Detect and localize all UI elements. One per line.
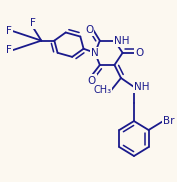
Text: F: F (30, 18, 36, 28)
Text: NH: NH (115, 36, 130, 46)
Text: CH₃: CH₃ (93, 85, 111, 95)
Text: F: F (6, 45, 12, 55)
Text: F: F (6, 26, 12, 36)
Text: O: O (136, 48, 144, 58)
Text: Br: Br (163, 116, 175, 126)
Text: N: N (91, 48, 99, 58)
Text: O: O (85, 25, 93, 35)
Text: O: O (88, 76, 96, 86)
Text: NH: NH (134, 82, 149, 92)
